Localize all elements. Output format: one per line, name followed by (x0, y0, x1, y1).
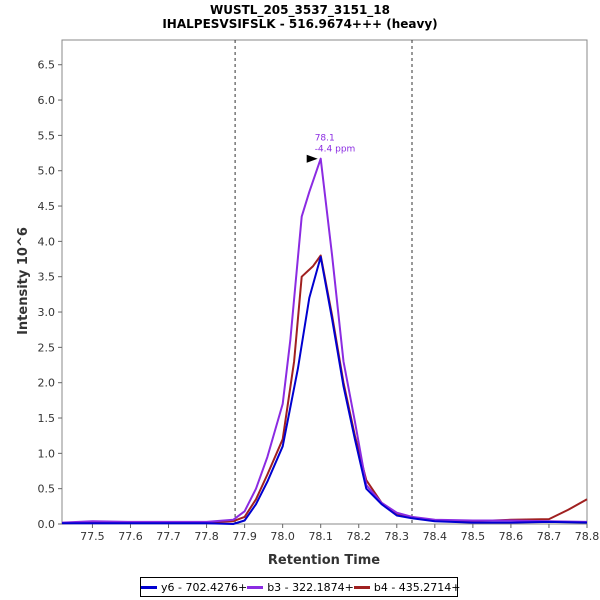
y-tick-label: 0.5 (38, 483, 56, 496)
x-tick-label: 78.8 (575, 530, 600, 543)
x-tick-label: 78.2 (346, 530, 371, 543)
x-tick-label: 77.9 (232, 530, 257, 543)
x-tick-label: 78.4 (423, 530, 448, 543)
x-tick-label: 77.6 (118, 530, 143, 543)
series-line-b3 (61, 157, 588, 524)
y-tick-label: 5.5 (38, 129, 56, 142)
x-tick-label: 78.3 (385, 530, 410, 543)
y-tick-label: 4.0 (38, 235, 56, 248)
chart-title: WUSTL_205_3537_3151_18 (210, 3, 390, 18)
legend-swatch-y6 (141, 585, 157, 589)
y-axis-label: Intensity 10^6 (16, 227, 31, 335)
y-tick-label: 2.5 (38, 341, 56, 354)
x-tick-label: 77.5 (80, 530, 105, 543)
x-axis-label: Retention Time (268, 553, 380, 568)
y-tick-label: 6.0 (38, 94, 56, 107)
y-tick-label: 4.5 (38, 200, 56, 213)
x-tick-label: 77.8 (194, 530, 219, 543)
x-tick-label: 78.1 (308, 530, 333, 543)
x-tick-label: 78.6 (499, 530, 524, 543)
peak-marker-arrow (306, 154, 318, 163)
legend-item-b3: b3 - 322.1874+ (247, 581, 354, 594)
y-tick-label: 2.0 (38, 377, 56, 390)
x-tick-label: 77.7 (156, 530, 181, 543)
y-tick-label: 6.5 (38, 59, 56, 72)
y-tick-label: 0.0 (38, 518, 56, 531)
y-tick-label: 3.5 (38, 271, 56, 284)
legend-label-y6: y6 - 702.4276+ (161, 580, 248, 594)
legend: y6 - 702.4276+ b3 - 322.1874+ b4 - 435.2… (140, 577, 461, 597)
chart-subtitle: IHALPESVSIFSLK - 516.9674+++ (heavy) (162, 17, 437, 31)
peak-annotation-ppm: -4.4 ppm (315, 145, 356, 155)
legend-item-y6: y6 - 702.4276+ (141, 581, 247, 594)
legend-item-b4: b4 - 435.2714+ (353, 580, 461, 594)
y-tick-label: 1.0 (38, 447, 56, 460)
x-tick-label: 78.5 (461, 530, 486, 543)
peak-annotation-rt: 78.1 (315, 134, 335, 144)
legend-swatch-b4 (353, 585, 370, 589)
x-tick-label: 78.0 (270, 530, 295, 543)
y-tick-label: 1.5 (38, 412, 56, 425)
series-line-y6 (62, 255, 588, 525)
x-tick-label: 78.7 (537, 530, 562, 543)
y-tick-label: 5.0 (38, 165, 56, 178)
legend-label-b4: b4 - 435.2714+ (373, 580, 461, 594)
y-tick-label: 3.0 (38, 306, 56, 319)
legend-swatch-b3 (247, 585, 264, 589)
legend-label-b3: b3 - 322.1874+ (267, 580, 354, 594)
